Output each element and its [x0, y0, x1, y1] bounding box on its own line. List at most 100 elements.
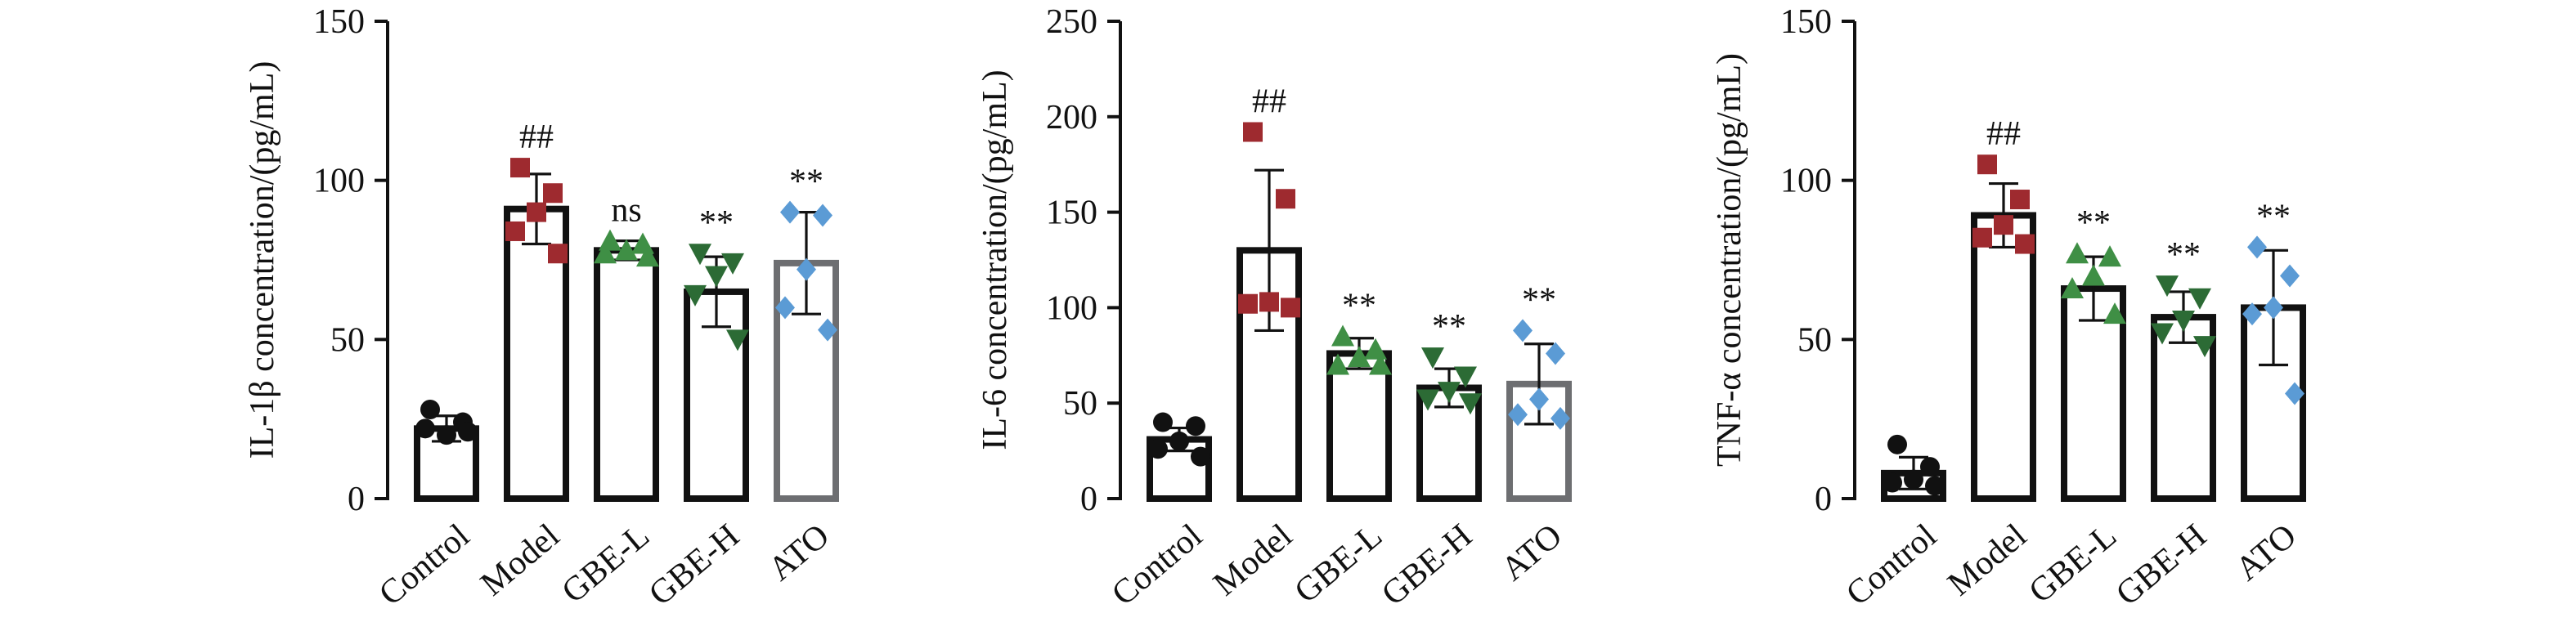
y-axis-label: IL-1β concentration/(pg/mL)	[244, 61, 281, 459]
point	[684, 284, 707, 307]
point	[2082, 264, 2105, 286]
point	[2264, 296, 2283, 320]
point	[1186, 416, 1205, 436]
y-tick-label: 150	[313, 3, 365, 41]
point	[705, 266, 728, 288]
x-tick-label: Control	[372, 517, 477, 613]
x-tick-label: GBE-L	[555, 517, 657, 611]
x-tick-label: GBE-H	[2109, 517, 2214, 613]
point	[548, 244, 568, 264]
point	[818, 318, 837, 342]
point	[1925, 476, 1945, 496]
significance-label: **	[699, 204, 734, 242]
point	[594, 242, 617, 264]
point	[689, 244, 711, 266]
significance-label: ##	[1252, 83, 1286, 120]
point	[1169, 431, 1189, 451]
point	[2247, 235, 2267, 259]
point	[527, 202, 546, 222]
point	[1508, 403, 1528, 427]
point	[415, 418, 435, 439]
x-tick-label: Control	[1839, 517, 1944, 613]
point	[2061, 277, 2084, 299]
significance-label: **	[1432, 308, 1466, 346]
point	[1438, 382, 1461, 404]
x-tick-label: ATO	[1494, 517, 1569, 588]
point	[1348, 346, 1371, 368]
point	[420, 399, 440, 419]
point	[1281, 298, 1300, 318]
point	[797, 257, 816, 281]
y-tick-label: 0	[1080, 481, 1097, 518]
x-tick-label: ATO	[761, 517, 837, 588]
significance-label: **	[1342, 287, 1376, 324]
point	[2172, 310, 2195, 332]
significance-label: ##	[519, 119, 554, 156]
bar	[594, 247, 659, 502]
point	[1904, 469, 1923, 490]
y-tick-label: 100	[1046, 289, 1097, 327]
significance-label: **	[1522, 281, 1556, 319]
point	[2010, 190, 2030, 210]
significance-label: **	[2166, 236, 2201, 274]
y-tick-label: 100	[1780, 163, 1832, 200]
point	[2156, 275, 2179, 298]
point	[1994, 215, 2013, 235]
y-tick-label: 200	[1046, 99, 1097, 137]
point	[615, 239, 638, 261]
point	[726, 329, 749, 351]
point	[636, 245, 659, 267]
point	[631, 232, 654, 254]
point	[1259, 292, 1279, 312]
point	[2151, 323, 2174, 345]
bar	[1971, 212, 2036, 502]
y-tick-label: 100	[313, 163, 365, 200]
point	[1243, 122, 1263, 142]
x-tick-label: GBE-L	[1288, 517, 1389, 611]
point	[458, 422, 478, 442]
x-tick-label: GBE-H	[1375, 517, 1479, 613]
point	[437, 425, 456, 445]
x-tick-label: Control	[1105, 517, 1209, 613]
point	[1977, 154, 1997, 175]
point	[1546, 342, 1565, 365]
point	[1421, 347, 1444, 369]
point	[1238, 293, 1258, 314]
point	[1276, 189, 1295, 209]
point	[543, 183, 563, 204]
x-tick-label: GBE-H	[642, 517, 747, 613]
point	[2193, 336, 2216, 358]
y-tick-label: 0	[348, 481, 365, 518]
point	[1416, 389, 1439, 411]
point	[2242, 302, 2262, 326]
point	[1513, 319, 1533, 342]
point	[1459, 393, 1482, 415]
y-tick-label: 50	[1063, 385, 1097, 423]
point	[1454, 366, 1477, 388]
x-tick-label: GBE-L	[2022, 517, 2124, 611]
point	[1148, 439, 1168, 459]
point	[510, 158, 530, 178]
point	[775, 296, 795, 320]
point	[1551, 406, 1570, 430]
bar	[1326, 350, 1392, 502]
point	[2066, 242, 2089, 264]
point	[2280, 264, 2300, 288]
point	[721, 253, 744, 275]
significance-label: ns	[611, 192, 641, 230]
point	[1920, 457, 1940, 477]
point	[1972, 227, 1992, 248]
point	[1887, 434, 1907, 454]
point	[1326, 353, 1349, 375]
x-tick-label: Model	[1941, 517, 2034, 603]
point	[1191, 446, 1210, 467]
x-tick-label: Model	[473, 517, 567, 603]
y-axis-label: TNF-α concentration/(pg/mL)	[1711, 53, 1748, 467]
point	[1331, 324, 1354, 347]
x-tick-label: ATO	[2228, 517, 2304, 588]
significance-label: **	[2076, 204, 2111, 242]
point	[780, 200, 800, 224]
y-tick-label: 50	[330, 321, 365, 359]
